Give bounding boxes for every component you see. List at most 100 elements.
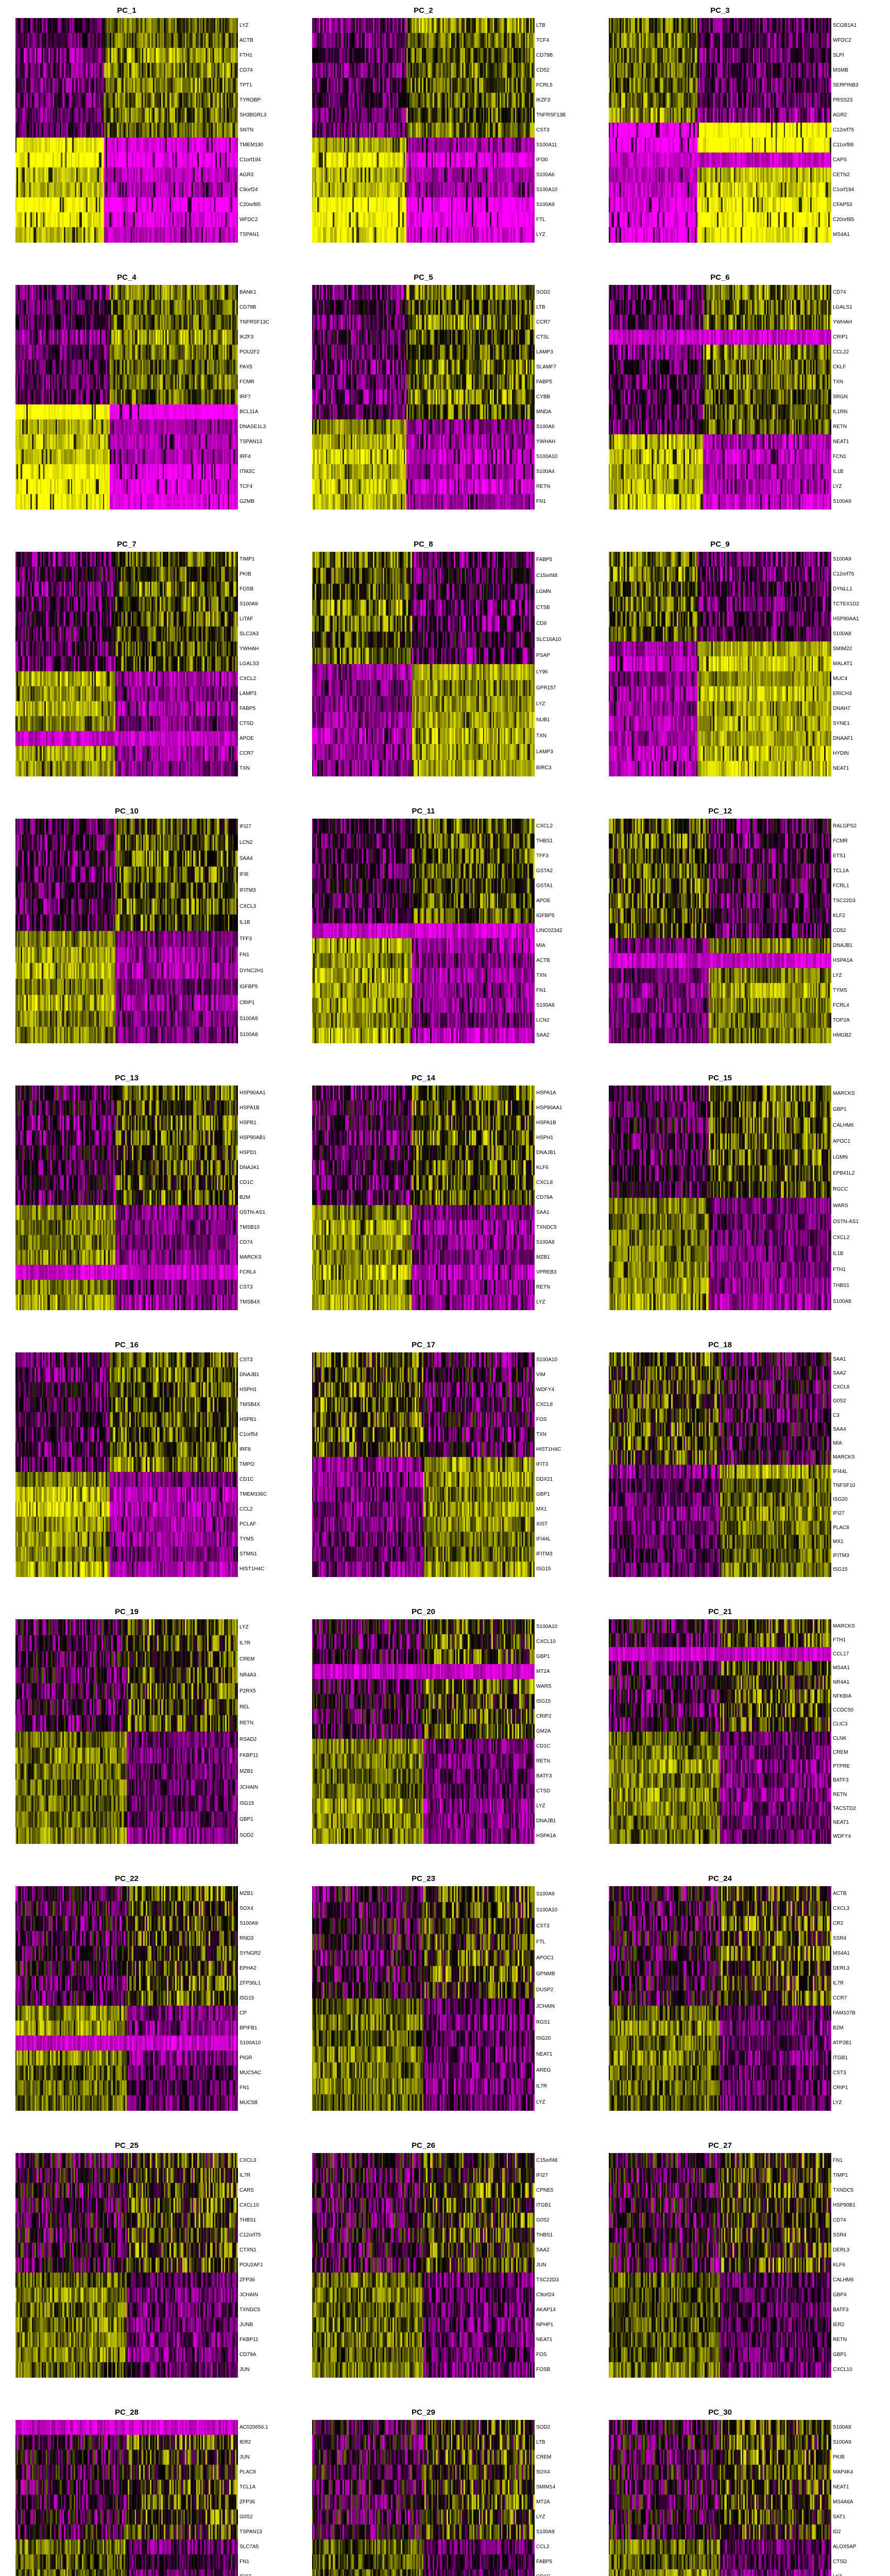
- gene-label: IL7R: [833, 1980, 844, 1986]
- gene-labels: HSPA1A HSP90AA1 HSPA1B HSPH1 DNAJB1 KLF6 CXCL8…: [536, 1086, 562, 1310]
- gene-label: YWHAH: [833, 319, 852, 325]
- gene-label: CST3: [239, 1284, 253, 1291]
- gene-label: JUN: [239, 2367, 250, 2373]
- gene-label: CRIP1: [239, 1000, 255, 1006]
- pc-heatmap-panel: PC_21 MARCKS FTH1 CCL17 MS4A1 NR4A1 NFKBIA CCD…: [593, 1603, 890, 1870]
- heatmap-canvas: [312, 1886, 535, 2111]
- gene-label: HIST1H4C: [536, 1446, 561, 1452]
- gene-labels: LYZ ACTB FTH1 CD74 TPT1 TYROBP SH3BGRL3 SNTN TME…: [239, 18, 266, 243]
- gene-label: IL1B: [239, 920, 250, 926]
- gene-label: TCL1A: [833, 868, 849, 874]
- gene-label: S100A9: [536, 202, 555, 208]
- panel-title: PC_20: [412, 1607, 435, 1616]
- gene-label: CXCL2: [536, 823, 553, 829]
- gene-label: IFITM3: [239, 888, 256, 894]
- gene-label: CTSD: [239, 721, 254, 727]
- heatmap-canvas: [312, 1352, 535, 1577]
- gene-label: MARCKS: [239, 1255, 262, 1261]
- gene-label: IFI27: [536, 2172, 548, 2178]
- gene-label: ERICH3: [833, 691, 852, 697]
- gene-label: S100A8: [833, 1299, 851, 1305]
- gene-label: IFI27: [833, 1511, 845, 1517]
- panel-title: PC_29: [412, 2408, 435, 2417]
- gene-label: MARCKS: [833, 1623, 855, 1629]
- gene-label: LINC02342: [536, 927, 562, 934]
- gene-label: DNAAF1: [833, 736, 853, 742]
- gene-label: S100A9: [239, 601, 258, 607]
- gene-label: CD1C: [239, 1477, 254, 1483]
- gene-label: HSP90B1: [833, 2202, 855, 2208]
- gene-label: TYROBP: [239, 97, 261, 103]
- gene-label: ID2: [833, 2529, 841, 2535]
- gene-label: GPNMB: [536, 1971, 555, 1977]
- heatmap-canvas: [15, 819, 238, 1043]
- panel-title: PC_6: [710, 273, 730, 282]
- gene-label: PKIB: [239, 571, 251, 577]
- gene-label: SRGN: [833, 394, 848, 400]
- pc-heatmap-panel: PC_24 ACTB CXCL3 CR2 SSR4 MS4A1 DERL3 IL7R CCR7…: [593, 1870, 890, 2137]
- gene-label: VIM: [536, 1371, 545, 1378]
- heatmap-canvas: [312, 2420, 535, 2576]
- gene-label: LGALS1: [833, 304, 852, 310]
- gene-label: AGR2: [833, 112, 847, 118]
- gene-label: KLF6: [536, 1164, 549, 1171]
- gene-label: TNFRSF13B: [536, 112, 566, 118]
- gene-label: CCR7: [536, 319, 551, 325]
- gene-label: BATF3: [536, 1773, 552, 1780]
- gene-label: TCTEX1D2: [833, 601, 860, 607]
- gene-label: C9orf24: [239, 187, 258, 193]
- gene-label: DERL3: [833, 2247, 850, 2253]
- panel-title: PC_21: [708, 1607, 732, 1616]
- pc-heatmap-panel: PC_7 TIMP1 PKIB FOSB S100A9 LITAF SLC2A3 YWHAH…: [0, 536, 297, 803]
- gene-label: CD1C: [239, 1179, 254, 1185]
- gene-label: APOC1: [833, 1138, 850, 1144]
- gene-label: SLC16A10: [536, 637, 561, 643]
- gene-labels: SCGB1A1 WFDC2 SLPI MSMB SERPINB3 PRSS23 AGR2 C1…: [833, 18, 858, 243]
- gene-label: RETN: [833, 2337, 847, 2343]
- pc-heatmap-panel: PC_30 S100A8 S100A9 PKIB MAP4K4 NEAT1 MS4A6A S…: [593, 2404, 890, 2576]
- gene-label: ISG15: [536, 1566, 551, 1572]
- gene-label: PAX5: [239, 364, 252, 370]
- gene-label: S100A8: [833, 631, 851, 637]
- gene-label: OSTN-AS1: [833, 1218, 859, 1225]
- gene-label: HSP90AA1: [833, 616, 859, 622]
- gene-labels: FABP5 C15orf48 LGMN CTSB CD9 SLC16A10 PSAP LY96…: [536, 552, 561, 776]
- gene-label: FAM107B: [833, 2010, 855, 2016]
- panel-title: PC_30: [708, 2408, 732, 2417]
- gene-label: CCL22: [833, 349, 849, 355]
- gene-label: FN1: [833, 2157, 843, 2163]
- gene-label: LTB: [536, 2439, 545, 2445]
- gene-label: FTL: [536, 217, 545, 223]
- gene-label: C12orf75: [833, 127, 854, 133]
- gene-label: CTSB: [536, 604, 550, 611]
- gene-labels: CXCL3 IL7R CARS CXCL10 THBS1 C12orf75 CTXN1 POU…: [239, 2153, 263, 2378]
- gene-label: C12orf75: [833, 571, 854, 577]
- gene-label: GBP1: [833, 2352, 847, 2358]
- gene-label: REL: [239, 1704, 250, 1710]
- gene-label: FCMR: [833, 838, 848, 844]
- gene-label: DNAJA1: [239, 1164, 260, 1171]
- gene-label: BATF3: [833, 2307, 849, 2313]
- heatmap-canvas: [609, 1086, 831, 1310]
- gene-label: RETN: [833, 424, 847, 430]
- gene-label: TXN: [239, 766, 250, 772]
- gene-label: CD79A: [536, 1194, 553, 1200]
- gene-label: S100A9: [833, 556, 851, 562]
- panel-title: PC_7: [117, 540, 136, 549]
- gene-label: S100A10: [239, 2040, 261, 2046]
- gene-label: FCRL4: [833, 1003, 849, 1009]
- gene-label: CR2: [833, 1920, 844, 1926]
- gene-label: TCF4: [536, 37, 549, 43]
- gene-label: CAPS: [833, 157, 847, 163]
- panel-title: PC_4: [117, 273, 136, 282]
- gene-label: WDFY4: [833, 1834, 851, 1840]
- gene-labels: S100A8 S100A9 PKIB MAP4K4 NEAT1 MS4A6A SAT1 ID2…: [833, 2420, 857, 2576]
- gene-label: CPNE5: [536, 2187, 554, 2193]
- gene-label: ISG15: [833, 1567, 848, 1573]
- gene-label: CRIP2: [536, 1713, 552, 1719]
- gene-label: ATP2B1: [833, 2040, 852, 2046]
- gene-label: SYNE1: [833, 721, 850, 727]
- gene-label: FCN1: [833, 454, 847, 460]
- gene-label: IRF7: [239, 394, 251, 400]
